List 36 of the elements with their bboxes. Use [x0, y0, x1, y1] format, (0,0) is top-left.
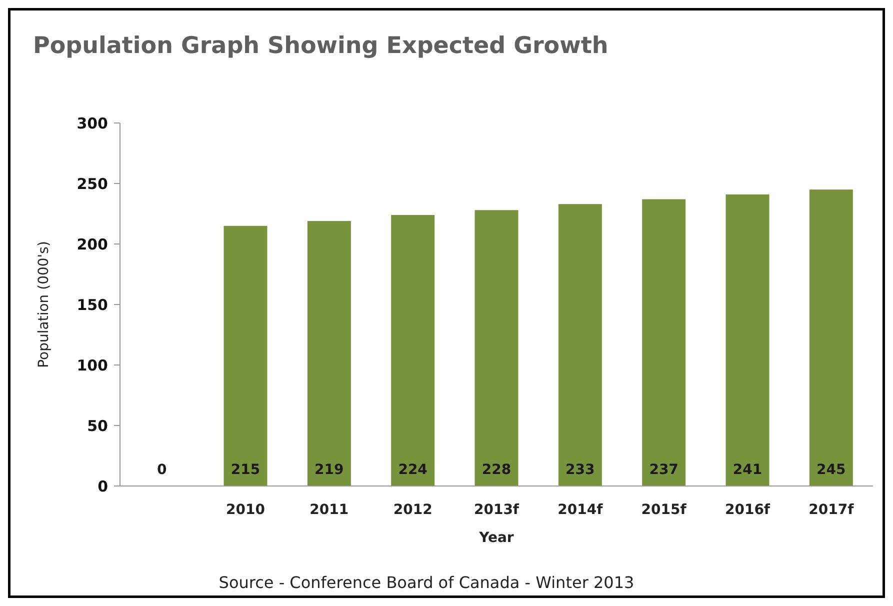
y-tick-label: 200 [76, 235, 108, 254]
bar [391, 214, 435, 486]
y-tick-label: 100 [76, 356, 108, 374]
x-tick-label: 2014f [558, 502, 604, 518]
data-label: 233 [566, 462, 595, 478]
data-label: 228 [482, 462, 512, 478]
y-tick-label: 50 [87, 416, 108, 435]
bar [558, 204, 602, 486]
data-label: 237 [649, 462, 678, 478]
x-axis-title: Year [478, 530, 514, 546]
bar [474, 210, 518, 486]
bar [224, 226, 268, 486]
data-label: 215 [230, 462, 260, 478]
bar [726, 194, 770, 486]
data-label: 219 [314, 462, 344, 478]
y-tick-label: 150 [76, 296, 108, 314]
x-tick-label: 2013f [474, 502, 520, 518]
bar [307, 221, 351, 486]
data-label: 0 [156, 462, 167, 478]
chart-title: Population Graph Showing Expected Growth [33, 33, 608, 59]
source-note: Source - Conference Board of Canada - Winter 2013 [218, 573, 634, 592]
y-tick-label: 300 [76, 114, 108, 132]
x-tick-label: 2010 [226, 502, 266, 518]
data-label: 245 [816, 462, 846, 478]
data-label: 224 [398, 462, 428, 478]
bar [809, 190, 853, 486]
x-tick-label: 2016f [724, 502, 771, 518]
data-label: 241 [732, 462, 762, 478]
y-tick-label: 250 [76, 174, 108, 193]
x-tick-label: 2015f [641, 502, 688, 518]
x-tick-label: 2012 [393, 502, 432, 518]
x-tick-label: 2017f [808, 502, 855, 518]
y-tick-label: 0 [98, 477, 108, 496]
y-axis-title: Population (000's) [36, 241, 52, 368]
x-tick-label: 2011 [310, 502, 349, 518]
bar [642, 199, 686, 486]
